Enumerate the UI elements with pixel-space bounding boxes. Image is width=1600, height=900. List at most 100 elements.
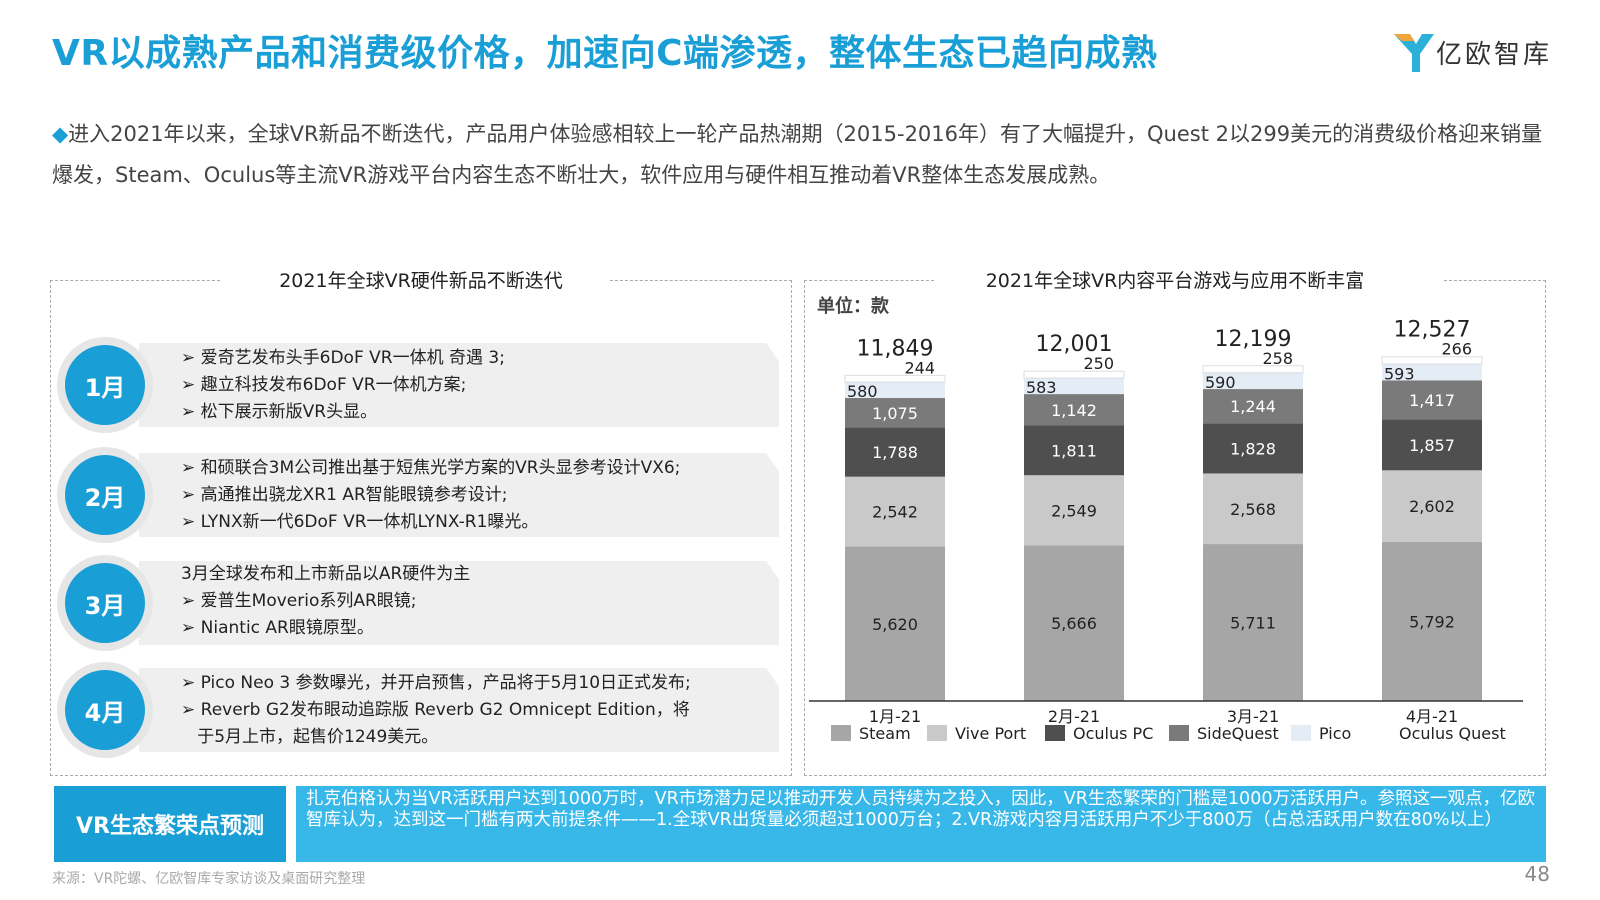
data-label: 5,666 (1051, 614, 1097, 633)
total-label: 12,527 (1394, 318, 1471, 343)
page-title: VR以成熟产品和消费级价格，加速向C端渗透，整体生态已趋向成熟 (52, 33, 1158, 74)
data-label: 1,417 (1409, 391, 1455, 410)
month-badge: 3月 (57, 555, 153, 651)
month-label: 4月 (65, 670, 145, 750)
intro-text: 进入2021年以来，全球VR新品不断迭代，产品用户体验感相较上一轮产品热潮期（2… (52, 122, 1543, 187)
bar-segment-vive-port (1382, 470, 1482, 542)
bar-segment-pico (1203, 372, 1303, 390)
list-item: ➢ 和硕联合3M公司推出基于短焦光学方案的VR头显参考设计VX6; (181, 458, 681, 478)
month-row-jan: 1月 ➢ 爱奇艺发布头手6DoF VR一体机 奇遇 3; ➢ 趣立科技发布6Do… (51, 335, 791, 435)
month-items: 3月全球发布和上市新品以AR硬件为主 ➢ 爱普生Moverio系列AR眼镜; ➢… (181, 561, 771, 642)
legend-label: Steam (859, 724, 911, 743)
total-label: 12,199 (1215, 327, 1292, 352)
data-label: 2,542 (872, 503, 918, 522)
bar-segment-steam (1024, 545, 1124, 701)
month-badge: 4月 (57, 662, 153, 758)
month-band (139, 343, 779, 427)
category-label: 4月-21 (1406, 707, 1458, 726)
bar-segment-steam (1382, 541, 1482, 701)
total-label: 11,849 (857, 336, 934, 361)
legend-label: Oculus Quest (1399, 724, 1506, 743)
month-row-apr: 4月 ➢ Pico Neo 3 参数曝光，并开启预售，产品将于5月10日正式发布… (51, 660, 791, 760)
forecast-bar: VR生态繁荣点预测 扎克伯格认为当VR活跃用户达到1000万时，VR市场潜力足以… (54, 786, 1546, 862)
hardware-panel: 2021年全球VR硬件新品不断迭代 1月 ➢ 爱奇艺发布头手6DoF VR一体机… (50, 270, 792, 776)
month-items: ➢ Pico Neo 3 参数曝光，并开启预售，产品将于5月10日正式发布; ➢… (181, 670, 771, 751)
legend-swatch (831, 725, 851, 741)
bar-segment-oculus-pc (1203, 423, 1303, 474)
category-label: 2月-21 (1048, 707, 1100, 726)
legend-label: Vive Port (955, 724, 1026, 743)
bar-segment-steam (845, 546, 945, 701)
data-label: 580 (847, 382, 878, 401)
bar-segment-steam (1203, 544, 1303, 701)
data-label: 2,549 (1051, 501, 1097, 520)
list-item: ➢ LYNX新一代6DoF VR一体机LYNX-R1曝光。 (181, 512, 539, 532)
month-items: ➢ 爱奇艺发布头手6DoF VR一体机 奇遇 3; ➢ 趣立科技发布6DoF V… (181, 345, 771, 426)
list-item: ➢ Niantic AR眼镜原型。 (181, 618, 374, 638)
page-number: 48 (1524, 862, 1550, 886)
data-label: 1,788 (872, 443, 918, 462)
category-label: 1月-21 (869, 707, 921, 726)
legend-label: Pico (1319, 724, 1351, 743)
content-panel: 2021年全球VR内容平台游戏与应用不断丰富 单位：款 5,620 2,542 1,… (804, 270, 1546, 776)
category-label: 3月-21 (1227, 707, 1279, 726)
data-label: 5,792 (1409, 612, 1455, 631)
legend-swatch (927, 725, 947, 741)
list-item: ➢ 爱普生Moverio系列AR眼镜; (181, 591, 417, 611)
legend-swatch (1169, 725, 1189, 741)
bar-segment-pico (1024, 378, 1124, 395)
bar-segment-sidequest (1203, 389, 1303, 424)
forecast-text: 扎克伯格认为当VR活跃用户达到1000万时，VR市场潜力足以推动开发人员持续为之… (296, 786, 1546, 862)
data-label: 1,857 (1409, 436, 1455, 455)
data-label: 258 (1262, 349, 1293, 368)
bar-segment-vive-port (845, 476, 945, 547)
list-item: ➢ 高通推出骁龙XR1 AR智能眼镜参考设计; (181, 485, 508, 505)
data-label: 1,075 (872, 404, 918, 423)
data-label: 1,142 (1051, 401, 1097, 420)
list-item: 3月全球发布和上市新品以AR硬件为主 (181, 564, 471, 584)
list-item: ➢ 趣立科技发布6DoF VR一体机方案; (181, 375, 467, 395)
logo: 亿欧智库 (1392, 28, 1572, 74)
data-label: 583 (1026, 378, 1057, 397)
month-label: 1月 (65, 345, 145, 425)
data-label: 266 (1441, 340, 1472, 359)
list-item: ➢ 松下展示新版VR头显。 (181, 402, 378, 422)
bar-segment-oculus-pc (1024, 425, 1124, 476)
data-label: 5,620 (872, 615, 918, 634)
month-band (139, 561, 779, 645)
source-note: 来源：VR陀螺、亿欧智库专家访谈及桌面研究整理 (52, 871, 366, 887)
month-row-feb: 2月 ➢ 和硕联合3M公司推出基于短焦光学方案的VR头显参考设计VX6; ➢ 高… (51, 445, 791, 545)
data-label: 2,568 (1230, 500, 1276, 519)
data-label: 244 (904, 358, 935, 377)
data-label: 593 (1384, 364, 1415, 383)
legend-swatch (1045, 725, 1065, 741)
bar-segment-vive-port (1024, 475, 1124, 546)
forecast-label: VR生态繁荣点预测 (54, 786, 286, 862)
data-label: 1,828 (1230, 439, 1276, 458)
month-band (139, 668, 779, 752)
bar-segment-sidequest (1382, 380, 1482, 420)
legend-label: Oculus PC (1073, 724, 1153, 743)
month-row-mar: 3月 3月全球发布和上市新品以AR硬件为主 ➢ 爱普生Moverio系列AR眼镜… (51, 553, 791, 653)
month-badge: 2月 (57, 447, 153, 543)
list-item: ➢ Reverb G2发布眼动追踪版 Reverb G2 Omnicept Ed… (181, 700, 690, 720)
data-label: 1,244 (1230, 397, 1276, 416)
bar-segment-pico (845, 382, 945, 399)
bar-segment-oculus-quest (1381, 356, 1483, 365)
bar-segment-pico (1382, 364, 1482, 381)
data-label: 1,811 (1051, 441, 1097, 460)
bar-segment-sidequest (845, 398, 945, 428)
bar-segment-oculus-pc (1382, 419, 1482, 471)
bar-segment-sidequest (1024, 394, 1124, 426)
data-label: 250 (1083, 354, 1114, 373)
list-item: ➢ Pico Neo 3 参数曝光，并开启预售，产品将于5月10日正式发布; (181, 673, 691, 693)
month-label: 3月 (65, 563, 145, 643)
month-band (139, 453, 779, 537)
diamond-bullet-icon: ◆ (52, 122, 69, 146)
unit-label: 单位：款 (817, 296, 889, 317)
bar-segment-oculus-quest (1023, 370, 1125, 379)
month-label: 2月 (65, 455, 145, 535)
month-items: ➢ 和硕联合3M公司推出基于短焦光学方案的VR头显参考设计VX6; ➢ 高通推出… (181, 455, 771, 536)
month-badge: 1月 (57, 337, 153, 433)
legend-label: SideQuest (1197, 724, 1279, 743)
